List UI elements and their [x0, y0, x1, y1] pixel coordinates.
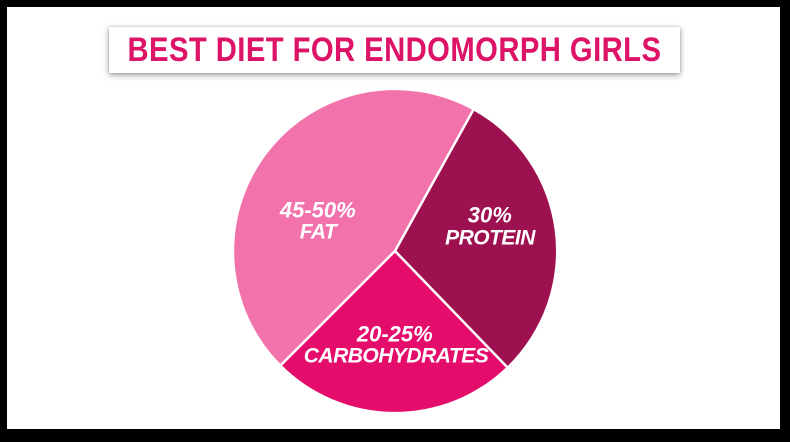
pie-slice-carbohydrates — [281, 251, 507, 412]
pie-chart: 45-50% FAT 30% PROTEIN 20-25% CARBOHYDRA… — [234, 90, 556, 412]
protein-value-label: 30% — [468, 203, 512, 228]
fat-value-label: 45-50% — [279, 198, 356, 223]
carbohydrates-name-label: CARBOHYDRATES — [304, 345, 489, 368]
slice-separator — [393, 249, 509, 369]
protein-name-label: PROTEIN — [445, 227, 536, 250]
label-carbohydrates: 20-25% CARBOHYDRATES — [304, 321, 489, 368]
pie-slice-protein — [395, 110, 556, 367]
slice-separators — [279, 108, 509, 369]
pie-slices — [234, 90, 556, 412]
title-box: BEST DIET FOR ENDOMORPH GIRLS — [109, 27, 680, 73]
slice-separator — [279, 249, 397, 367]
fat-name-label: FAT — [300, 221, 339, 244]
label-protein: 30% PROTEIN — [445, 202, 536, 250]
carbohydrates-value-label: 20-25% — [356, 322, 433, 347]
page-title: BEST DIET FOR ENDOMORPH GIRLS — [127, 30, 662, 69]
slice-separator — [393, 108, 475, 253]
slice-labels: 45-50% FAT 30% PROTEIN 20-25% CARBOHYDRA… — [279, 197, 537, 368]
label-fat: 45-50% FAT — [279, 197, 360, 244]
pie-slice-fat — [234, 90, 474, 365]
